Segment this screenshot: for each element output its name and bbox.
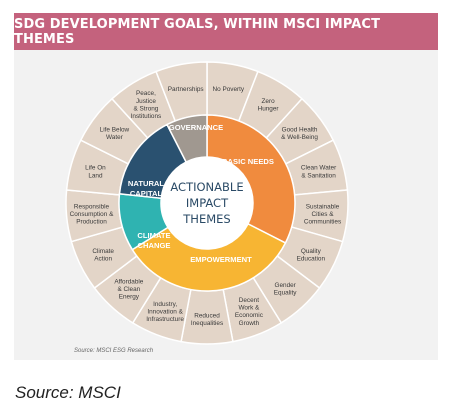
theme-label-natural: NATURAL [128,179,164,188]
sdg-label: Energy [119,294,140,301]
theme-label-empower: EMPOWERMENT [190,255,252,264]
sdg-label: Cities & [311,211,334,218]
sdg-label: Innovation & [147,308,183,315]
sdg-label: Climate [92,248,114,255]
sdg-label: Industry, [153,301,177,308]
sdg-label: No Poverty [213,86,245,93]
sdg-label: Quality [301,248,322,255]
sdg-label: Life On [85,165,106,172]
theme-label-climate: CHANGE [138,241,171,250]
center-circle [161,157,253,249]
sdg-label: Production [76,219,107,226]
center-label-line2: IMPACT [186,196,229,210]
sdg-label: Peace, [136,90,156,97]
sdg-label: Clean Water [301,165,337,172]
sdg-label: Zero [261,98,275,105]
sdg-label: Communities [304,219,341,226]
sdg-label: & Well-Being [281,134,318,141]
center-hub: ACTIONABLE IMPACT THEMES [161,157,253,249]
sdg-label: Life Below [100,126,130,133]
sdg-label: Growth [239,320,260,327]
sdg-label: Institutions [131,113,162,120]
sdg-label: Inequalities [191,320,223,327]
sdg-label: Good Health [282,126,318,133]
theme-label-governance: GOVERNANCE [169,123,223,132]
sdg-label: Justice [136,98,156,105]
sdg-label: Infrastructure [146,316,184,323]
sdg-label: Partnerships [168,86,204,93]
sdg-label: & Clean [117,286,140,293]
sdg-label: Economic [235,312,264,319]
sdg-label: Action [94,256,112,263]
sdg-label: Hunger [258,105,280,112]
sdg-label: Land [88,172,103,179]
sdg-label: & Strong [133,105,158,112]
sdg-label: Sustainable [306,203,340,210]
sdg-label: Water [106,134,124,141]
sdg-label: & Sanitation [301,172,336,179]
center-label-line3: THEMES [182,212,230,226]
center-label-line1: ACTIONABLE [170,180,243,194]
theme-label-natural: CAPITAL [130,189,163,198]
sdg-label: Consumption & [70,211,114,218]
sdg-label: Equality [274,290,298,297]
sdg-label: Responsible [74,203,110,210]
sdg-label: Gender [274,282,296,289]
sdg-label: Decent [239,297,259,304]
sdg-label: Reduced [194,312,220,319]
theme-label-climate: CLIMATE [137,231,170,240]
source-note: Source: MSCI [15,383,121,402]
chart-title-banner: SDG DEVELOPMENT GOALS, WITHIN MSCI IMPAC… [14,13,438,50]
sdg-label: Education [297,256,326,263]
sdg-label: Affordable [114,278,143,285]
theme-label-basic: BASIC NEEDS [222,157,274,166]
sdg-label: Work & [238,305,260,312]
source-note-small: Source: MSCI ESG Research [74,348,154,354]
